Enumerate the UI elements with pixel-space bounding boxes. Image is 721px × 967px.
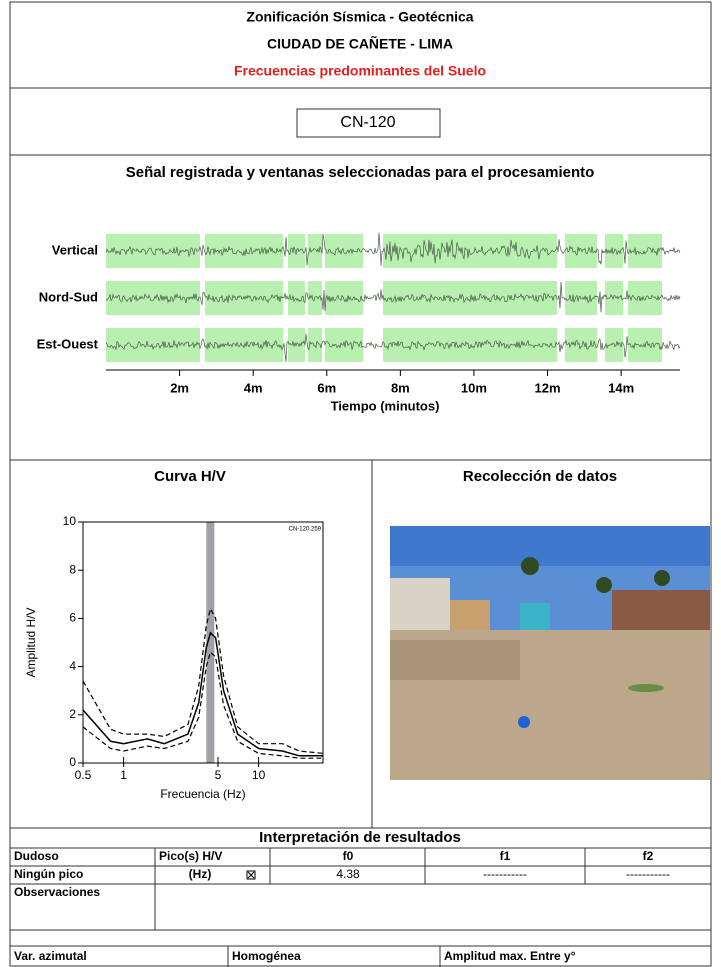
x-tick-label: 5 [215,768,222,782]
window [325,328,363,362]
hv-title: Curva H/V [154,468,226,485]
channel-label: Vertical [52,242,98,257]
table-cell: f1 [500,849,511,863]
y-tick-label: 10 [63,514,77,528]
table-cell: f2 [643,849,654,863]
table-cell: ----------- [626,867,670,881]
photo-sky [390,526,710,566]
channel-label: Est-Ouest [37,336,99,351]
y-tick-label: 6 [69,611,76,625]
table-cell: 4.38 [336,867,360,881]
hv-curve [82,631,323,757]
results-table: Dudoso Pico(s) H/V f0 f1 f2 Ningún pico (Hz) 4.… [10,847,711,967]
table-cell: Pico(s) H/V [159,849,222,863]
plot-frame [82,521,324,764]
window [325,234,363,268]
window [605,281,623,315]
table-title: Interpretación de resultados [259,829,461,846]
station-box [296,108,441,138]
table-cell: Amplitud max. Entre y° [444,949,576,963]
window [308,328,322,362]
x-tick-label: 6m [317,380,336,395]
peak-band [206,522,215,763]
y-tick-label: 8 [69,562,76,576]
x-tick-label: 12m [535,380,561,395]
hv-chart: 0 2 4 6 8 10 0.5 1 5 10 CN-120.259 Frecuencia (Hz) A… [24,514,324,801]
signal-xlabel: Tiempo (minutos) [331,398,440,413]
hv-curve [82,650,323,759]
window [106,234,200,268]
x-tick-label: 8m [391,380,410,395]
photo-building [520,603,550,633]
x-axis-label: Frecuencia (Hz) [160,787,245,801]
window [106,281,200,315]
annotation: CN-120.259 [289,527,322,533]
trace [105,232,681,266]
x-tick-label: 10m [461,380,487,395]
table-cell: Homogénea [232,949,301,963]
trace [105,281,681,313]
signal-title: Señal registrada y ventanas seleccionada… [126,164,595,181]
table-cell: Ningún pico [14,867,83,881]
x-tick-label: 1 [120,768,127,782]
photo [390,526,710,780]
window [565,234,597,268]
y-tick-label: 0 [69,755,76,769]
photo-building [390,578,450,638]
window [383,281,557,315]
x-tick-label: 14m [608,380,634,395]
signal-plot: Vertical Nord-Sud Est-Ouest 2m 4m 6m 8m 10m 12m 1… [37,232,681,395]
window [288,281,305,315]
hv-curve [82,607,324,754]
window [205,281,283,315]
header-caption: Frecuencias predominantes del Suelo [234,63,486,79]
table-cell: ----------- [483,867,527,881]
channel-label: Nord-Sud [39,289,98,304]
photo-palm [521,557,539,575]
x-tick-label: 2m [170,380,189,395]
window [605,328,623,362]
page-border [9,1,712,967]
photo-grass [628,684,664,692]
header-title: Zonificación Sísmica - Geotécnica [246,9,473,25]
window [383,328,557,362]
window [628,328,662,362]
table-cell: Var. azimutal [14,949,87,963]
y-tick-label: 4 [69,659,76,673]
photo-sensor [518,716,530,728]
header-subtitle: CIUDAD DE CAÑETE - LIMA [267,35,453,52]
table-cell: (Hz) [189,867,212,881]
station-code: CN-120 [340,114,395,131]
window [383,234,557,268]
photo-rubble [390,640,520,680]
photo-palm [596,577,612,593]
x-tick-label: 10 [252,768,266,782]
table-cell: Dudoso [14,849,59,863]
x-tick-label: 4m [244,380,263,395]
y-tick-label: 2 [69,707,76,721]
photo-title: Recolección de datos [463,468,617,485]
x-tick-label: 0.5 [75,768,92,782]
table-cell: Observaciones [14,885,100,899]
photo-palm [654,570,670,586]
y-axis-label: Amplitud H/V [24,607,38,677]
table-cell: f0 [343,849,354,863]
window [205,328,283,362]
window [308,234,322,268]
window [628,234,662,268]
checkbox-mark [247,871,255,879]
trace [105,333,681,362]
window [628,281,662,315]
checkbox [246,870,256,880]
